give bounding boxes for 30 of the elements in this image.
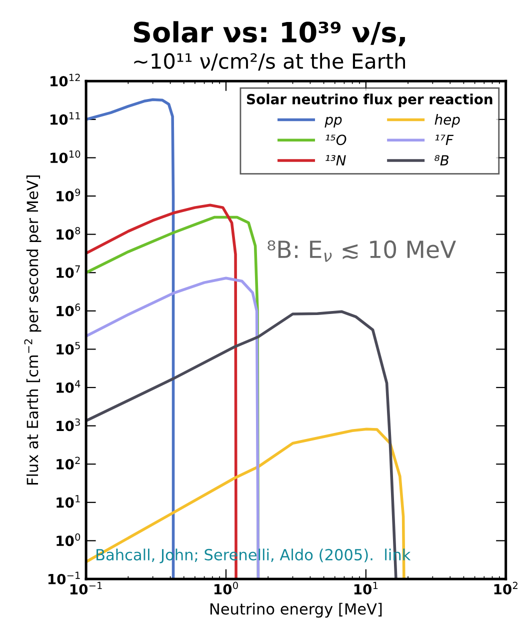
legend-label: ¹⁵O [326, 134, 346, 146]
x-tick-label: 10$^{1}$ [354, 582, 378, 595]
legend-label: pp [324, 116, 342, 128]
legend-title: Solar neutrino flux per reaction [247, 94, 492, 108]
y-tick-label: 10$^{8}$ [56, 226, 80, 240]
y-tick-label: 10$^{11}$ [50, 112, 80, 125]
y-tick-label: 10$^{−1}$ [48, 572, 80, 584]
legend-label: ¹³N [326, 155, 346, 166]
y-tick-label: 10$^{0}$ [56, 533, 80, 546]
x-tick-label: 10$^{0}$ [214, 582, 238, 594]
y-tick-label: 10$^{5}$ [56, 342, 80, 355]
y-tick-label: 10$^{7}$ [56, 265, 80, 278]
legend-label: ⁸B [434, 155, 449, 166]
y-tick-label: 10$^{10}$ [50, 150, 80, 164]
x-tick-label: 10$^{2}$ [494, 582, 518, 594]
chart-title: Solar νs: 10³⁹ ν/s, [134, 21, 405, 46]
legend-label: ¹⁷F [435, 134, 454, 145]
y-tick-label: 10$^{12}$ [50, 74, 80, 87]
x-tick-label: 10$^{−1}$ [70, 582, 102, 595]
legend-label: hep [434, 114, 460, 128]
y-tick-label: 10$^{1}$ [56, 495, 80, 508]
annotation: ⁸B: E$_{ν}$ ≲ 10 MeV [268, 240, 456, 262]
x-axis-title: Neutrino energy [MeV] [210, 602, 382, 618]
y-tick-label: 10$^{9}$ [56, 188, 80, 202]
y-axis-title: Flux at Earth [cm$^{−2}$ per second per MeV] [24, 175, 42, 485]
y-tick-label: 10$^{6}$ [56, 304, 80, 316]
chart-subtitle: ~10¹¹ ν/cm²/s at the Earth [134, 52, 406, 71]
y-tick-label: 10$^{4}$ [56, 380, 80, 393]
y-tick-label: 10$^{2}$ [56, 456, 80, 470]
y-tick-label: 10$^{3}$ [56, 418, 80, 432]
